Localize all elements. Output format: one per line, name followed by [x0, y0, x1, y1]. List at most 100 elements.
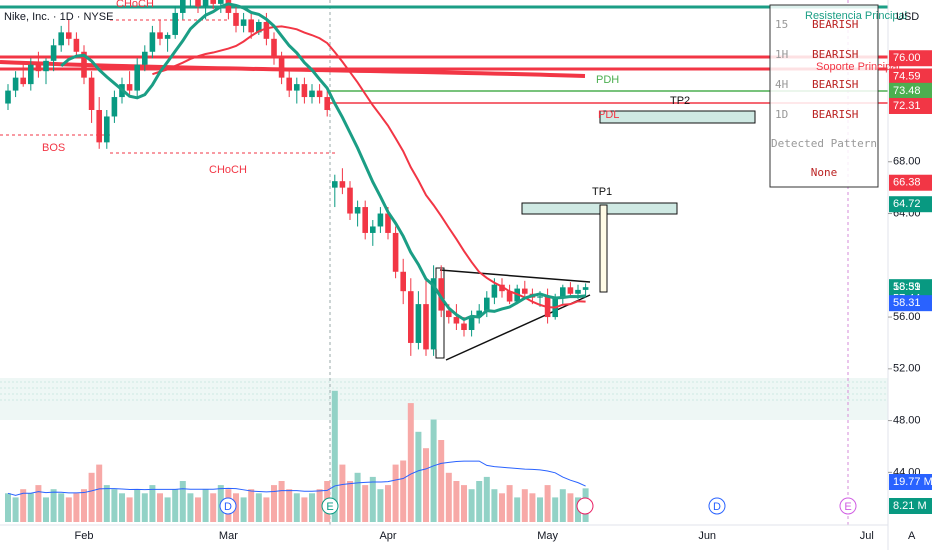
volume-bar [430, 419, 437, 522]
volume-bar [271, 485, 277, 522]
candle-body [28, 64, 34, 85]
volume-bar [126, 497, 133, 522]
annotation: CHoCH [209, 164, 247, 176]
candle-body [248, 19, 254, 33]
panel-trend: BEARISH [812, 18, 858, 31]
volume-bar [202, 489, 209, 522]
moving-average [60, 2, 586, 322]
candle-body [446, 310, 452, 318]
candle-body [294, 84, 300, 91]
y-tick-label: 52.00 [893, 363, 921, 375]
volume-bar [65, 497, 72, 522]
candle-body [362, 207, 368, 233]
x-tick-label: Jun [698, 530, 716, 542]
candle-body [142, 51, 148, 65]
x-tick-label: Mar [219, 530, 238, 542]
volume-bar [164, 497, 171, 522]
volume-bar [392, 464, 399, 522]
volume-bar [521, 489, 528, 522]
annotation: TP1 [592, 186, 612, 198]
candle-body [149, 32, 156, 52]
volume-bar [400, 460, 407, 522]
volume-bar [179, 481, 186, 522]
price-tag [889, 68, 932, 85]
volume-bar [461, 485, 467, 522]
price-tag [889, 196, 932, 213]
volume-bar [278, 481, 285, 522]
overlay: Resistencia Principal Soporte Principal PD… [42, 0, 907, 198]
volume-bar [263, 497, 270, 522]
candle-body [438, 278, 444, 311]
volume-bar [377, 489, 384, 522]
volume-bar [476, 481, 483, 522]
volume-bar [301, 497, 308, 522]
volume-bar [529, 493, 536, 522]
x-tick-label: Apr [379, 530, 396, 542]
panel-pattern: None [811, 166, 838, 179]
price-tag [889, 97, 932, 114]
price-tag-label: 76.00 [893, 52, 921, 64]
volume-bar [438, 440, 445, 522]
volume-bar [149, 485, 156, 522]
volume-bar [5, 493, 11, 522]
volume-bar [369, 476, 376, 522]
candle-body [81, 51, 87, 78]
volume-bar [111, 489, 118, 522]
candle-body [522, 288, 528, 294]
candle-body [126, 84, 133, 91]
annotation: BOS [42, 142, 65, 154]
panel-timeframe: 15 [775, 18, 788, 31]
volume-bar [506, 485, 513, 522]
candle-body [256, 22, 262, 33]
candle-body [202, 0, 209, 7]
candle-body [370, 226, 376, 233]
candle-body [58, 32, 64, 46]
price-tag-label: 72.31 [893, 100, 921, 112]
panel-timeframe: 1H [775, 48, 788, 61]
candle-body [461, 323, 467, 330]
volume-bar [286, 489, 293, 522]
volume-bar [423, 448, 429, 522]
candle-body [5, 90, 11, 104]
candle-body [316, 90, 323, 98]
x-tick-label: May [537, 530, 558, 542]
panel-trend: BEARISH [812, 108, 858, 121]
price-tag [889, 174, 932, 191]
candle-body [484, 297, 490, 311]
candle-body [164, 34, 171, 39]
volume-bar [491, 489, 498, 522]
annotation: TP2 [670, 95, 690, 107]
candle-body [180, 0, 186, 13]
volume-bar [362, 485, 369, 522]
candle-body [506, 291, 513, 302]
volume-bar [354, 472, 361, 522]
price-tag-label: 74.59 [893, 70, 921, 82]
candle-body [476, 310, 482, 318]
volume-bar [559, 489, 566, 522]
price-tag-label: 64.72 [893, 198, 921, 210]
candle-body [104, 116, 110, 143]
candle-body [20, 77, 26, 85]
candle-body [347, 187, 353, 214]
event-label: D [224, 501, 232, 513]
volume-bar [58, 493, 65, 522]
candle-body [400, 271, 406, 292]
volume-bar [339, 464, 346, 522]
volume-bar [20, 489, 27, 522]
candle-body [66, 32, 72, 39]
volume-bar [73, 493, 80, 522]
annotation: Resistencia Principal [805, 10, 907, 22]
candle-body [278, 58, 285, 78]
candle-body [263, 22, 270, 39]
volume-bar [415, 431, 422, 522]
volume-tag-label: 19.77 M [893, 476, 932, 488]
panel-timeframe: 4H [775, 78, 788, 91]
y-tick-label: 48.00 [893, 414, 921, 426]
candle-body [582, 287, 589, 290]
event-icon [576, 497, 594, 515]
volume-bar [240, 497, 247, 522]
volume-bar [445, 472, 452, 522]
candle-body [430, 278, 437, 350]
